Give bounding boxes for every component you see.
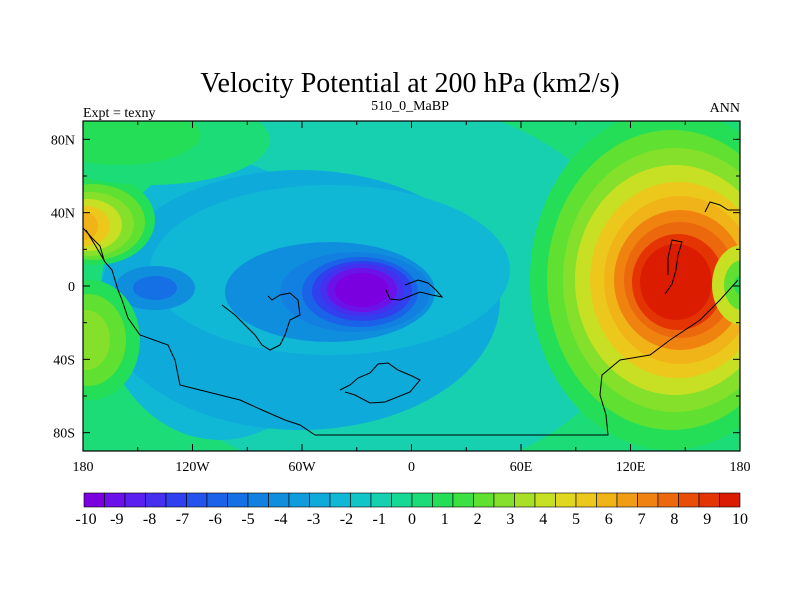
colorbar-swatch — [575, 492, 597, 508]
colorbar-swatch — [452, 492, 474, 508]
contour-field — [83, 121, 740, 451]
field-contour-band — [734, 275, 740, 295]
colorbar-swatch — [83, 492, 105, 508]
y-tick-label: 40N — [51, 207, 75, 222]
contour-plot-area — [83, 121, 740, 451]
colorbar-tick-label: -8 — [143, 511, 156, 528]
right-subtitle: ANN — [710, 101, 740, 116]
colorbar-tick-label: -4 — [274, 511, 287, 528]
colorbar-swatch — [473, 492, 495, 508]
field-contour-band — [83, 310, 110, 370]
pacific-island-outline — [664, 239, 683, 295]
y-tick-label: 80N — [51, 133, 75, 148]
chart-title: Velocity Potential at 200 hPa (km2/s) — [200, 68, 619, 99]
x-tick-label: 180 — [730, 460, 751, 475]
colorbar-swatch — [493, 492, 515, 508]
colorbar-swatch — [616, 492, 638, 508]
colorbar-tick-label: 3 — [506, 511, 514, 528]
field-contour-band — [724, 260, 740, 310]
colorbar-tick-label: -1 — [373, 511, 386, 528]
colorbar-swatch — [309, 492, 331, 508]
y-tick-label: 40S — [53, 353, 75, 368]
colorbar-swatch — [206, 492, 228, 508]
colorbar-tick-label: 0 — [408, 511, 416, 528]
x-tick-label: 60W — [288, 460, 316, 475]
colorbar-swatch — [411, 492, 433, 508]
coastline-outline — [83, 201, 740, 436]
colorbar-swatch — [514, 492, 536, 508]
colorbar-swatch — [165, 492, 187, 508]
colorbar-tick-label: -9 — [110, 511, 123, 528]
center-subtitle: 510_0_MaBP — [371, 99, 449, 114]
colorbar-tick-label: 9 — [703, 511, 711, 528]
colorbar-tick-label: 7 — [638, 511, 646, 528]
y-tick-label: 80S — [53, 427, 75, 442]
northeast-coast-outline — [704, 201, 740, 213]
colorbar-tick-label: 8 — [670, 511, 678, 528]
colorbar-swatch — [432, 492, 454, 508]
colorbar-swatch — [247, 492, 269, 508]
colorbar-labels: -10 -9 -8 -7 -6 -5 -4 -3 -2 -1 0 1 2 3 4 5 6 7 8 9 10 — [75, 511, 748, 528]
colorbar-swatch — [104, 492, 126, 508]
colorbar-swatch — [288, 492, 310, 508]
field-contour-band — [83, 121, 200, 165]
colorbar-swatch — [350, 492, 372, 508]
colorbar-tick-label: 6 — [605, 511, 613, 528]
y-tick-label: 0 — [68, 280, 75, 295]
colorbar-tick-label: -7 — [176, 511, 189, 528]
colorbar-tick-label: 2 — [474, 511, 482, 528]
colorbar-tick-label: 4 — [539, 511, 547, 528]
colorbar-tick-label: 10 — [732, 511, 748, 528]
west-edge-coast-outline — [83, 227, 105, 261]
colorbar-swatch — [698, 492, 720, 508]
x-axis-ticks: 180 120W 60W 0 60E 120E 180 — [73, 460, 751, 475]
colorbar-tick-label: -2 — [340, 511, 353, 528]
colorbar-swatch — [657, 492, 679, 508]
axis-tick-marks — [82, 121, 741, 451]
colorbar-swatch — [391, 492, 413, 508]
field-contour-band — [133, 276, 177, 300]
colorbar-swatch — [268, 492, 290, 508]
australia-outline — [339, 362, 421, 404]
x-tick-label: 120E — [616, 460, 646, 475]
colorbar-tick-label: -10 — [75, 511, 96, 528]
colorbar-tick-label: 5 — [572, 511, 580, 528]
central-landmass-outline — [385, 279, 444, 301]
x-tick-label: 0 — [408, 460, 415, 475]
colorbar-swatch — [534, 492, 556, 508]
colorbar-tick-label: -6 — [209, 511, 222, 528]
colorbar-swatch — [596, 492, 618, 508]
colorbar-swatch — [124, 492, 146, 508]
field-contour-band — [640, 244, 712, 320]
colorbar-tick-label: -3 — [307, 511, 320, 528]
colorbar-swatch — [227, 492, 249, 508]
left-subtitle: Expt = texny — [83, 106, 155, 121]
colorbar-swatch — [145, 492, 167, 508]
colorbar-swatch — [329, 492, 351, 508]
africa-outline — [221, 292, 301, 351]
colorbar-tick-label: -5 — [241, 511, 254, 528]
colorbar-tick-label: 1 — [441, 511, 449, 528]
field-contour-band — [335, 273, 389, 307]
x-tick-label: 180 — [73, 460, 94, 475]
x-tick-label: 120W — [175, 460, 210, 475]
x-tick-label: 60E — [510, 460, 533, 475]
south-america-outline — [85, 229, 739, 436]
colorbar — [83, 492, 741, 508]
y-axis-ticks: 80N 40N 0 40S 80S — [51, 133, 75, 441]
field-contour-band — [83, 212, 98, 240]
colorbar-swatch — [637, 492, 659, 508]
colorbar-swatch — [186, 492, 208, 508]
colorbar-swatch — [555, 492, 577, 508]
colorbar-swatch — [719, 492, 741, 508]
colorbar-swatch — [678, 492, 700, 508]
field-contour-band — [712, 245, 740, 325]
colorbar-swatch — [370, 492, 392, 508]
